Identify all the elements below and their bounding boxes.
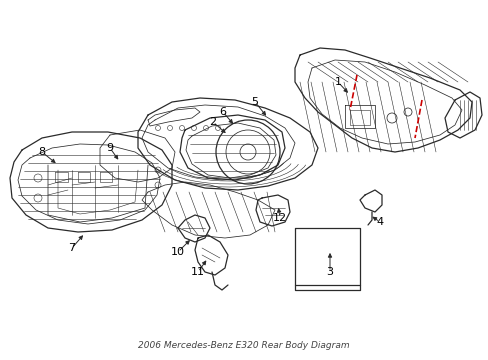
- Text: 12: 12: [272, 213, 286, 223]
- Text: 6: 6: [219, 107, 226, 117]
- Text: 3: 3: [326, 267, 333, 277]
- Text: 7: 7: [68, 243, 76, 253]
- Text: 10: 10: [171, 247, 184, 257]
- Text: 8: 8: [39, 147, 45, 157]
- Text: 2: 2: [209, 117, 216, 127]
- Text: 4: 4: [376, 217, 383, 227]
- Text: 9: 9: [106, 143, 113, 153]
- Text: 1: 1: [334, 77, 341, 87]
- Text: 2006 Mercedes-Benz E320 Rear Body Diagram: 2006 Mercedes-Benz E320 Rear Body Diagra…: [138, 341, 349, 350]
- Text: 11: 11: [191, 267, 204, 277]
- Text: 5: 5: [251, 97, 258, 107]
